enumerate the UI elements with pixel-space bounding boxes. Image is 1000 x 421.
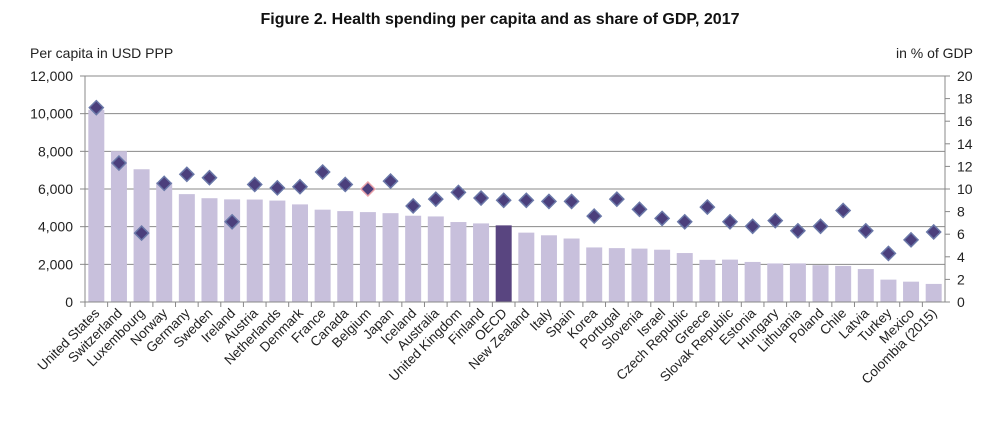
diamond-marker [676,213,693,230]
bar-sweden [201,198,218,302]
bar-slovenia [631,248,648,302]
diamond-marker [405,197,422,215]
bar-czech-republic [676,253,693,302]
diamond-marker [224,213,241,230]
bar-denmark [292,204,308,302]
left-tick-label: 12,000 [30,68,73,84]
right-tick-label: 4 [957,249,965,265]
bar-spain [563,238,580,302]
bar-italy [540,235,557,302]
diamond-marker [156,175,173,192]
diamond-marker [812,218,829,235]
diamond-marker [902,231,920,248]
diamond-marker [744,218,761,235]
diamond-marker [291,178,309,195]
bar-france [314,209,331,302]
diamond-marker [789,222,806,239]
diamond-marker [721,213,739,230]
left-tick-label: 0 [65,294,73,310]
bar-turkey [880,279,897,302]
diamond-marker [337,176,354,193]
bar-canada [337,211,354,302]
right-tick-label: 16 [957,113,973,129]
bar-hungary [767,263,784,302]
bar-japan [382,213,399,302]
bar-poland [812,265,829,302]
diamond-marker [563,193,580,210]
left-tick-label: 6,000 [38,181,73,197]
diamond-marker [608,191,625,208]
bar-germany [178,194,195,302]
bar-oecd [495,225,512,302]
diamond-marker [178,166,195,183]
diamond-marker [450,184,467,201]
diamond-marker [201,169,218,186]
diamond-marker [835,202,852,219]
diamond-marker [110,154,128,172]
bar-greece [699,259,716,302]
right-axis-title: in % of GDP [896,45,973,61]
right-tick-label: 18 [957,91,973,107]
diamond-marker [767,212,784,229]
diamond-marker [540,193,558,210]
bar-chile [835,265,852,302]
diamond-marker [269,179,286,196]
bar-austria [246,199,263,302]
bar-latvia [857,269,874,302]
bar-united-kingdom [450,222,467,302]
diamond-marker [246,176,263,193]
diamond-marker [88,99,105,116]
right-tick-label: 10 [957,181,973,197]
bar-belgium [359,212,376,302]
bar-estonia [744,261,761,302]
bar-new-zealand [518,232,535,302]
diamond-marker [925,223,942,241]
bar-switzerland [110,151,127,302]
bar-israel [654,249,671,302]
right-tick-label: 20 [957,68,973,84]
diamond-marker [382,173,399,190]
bar-korea [586,247,603,302]
diamond-marker [472,189,490,207]
left-tick-label: 8,000 [38,143,73,159]
left-axis-title: Per capita in USD PPP [30,45,173,61]
bar-slovak-republic [722,259,738,302]
bar-australia [427,216,444,302]
left-tick-label: 10,000 [30,106,73,122]
diamond-marker [427,191,444,208]
chart-title: Figure 2. Health spending per capita and… [261,11,740,28]
bar-portugal [608,248,625,302]
diamond-marker [699,199,716,216]
left-tick-label: 4,000 [38,219,73,235]
right-tick-label: 12 [957,158,973,174]
bar-finland [473,223,490,302]
bar-norway [156,182,173,302]
bar-united-states [88,109,105,302]
diamond-marker [359,180,376,198]
diamond-marker [654,210,671,227]
diamond-marker [518,192,535,209]
right-tick-label: 2 [957,271,965,287]
diamond-marker [495,192,512,209]
right-tick-label: 8 [957,204,965,220]
diamond-marker [880,245,897,262]
left-tick-label: 2,000 [38,256,73,272]
diamond-marker [586,208,603,225]
bar-lithuania [789,263,806,302]
bar-netherlands [269,200,286,302]
right-tick-label: 6 [957,226,965,242]
bar-colombia- [925,283,942,302]
right-tick-label: 0 [957,294,965,310]
bar-iceland [405,215,422,302]
diamond-marker [314,163,331,181]
diamond-marker [631,201,648,218]
diamond-marker [857,222,874,239]
diamond-marker [133,225,150,242]
right-tick-label: 14 [957,136,973,152]
bar-mexico [903,281,920,302]
